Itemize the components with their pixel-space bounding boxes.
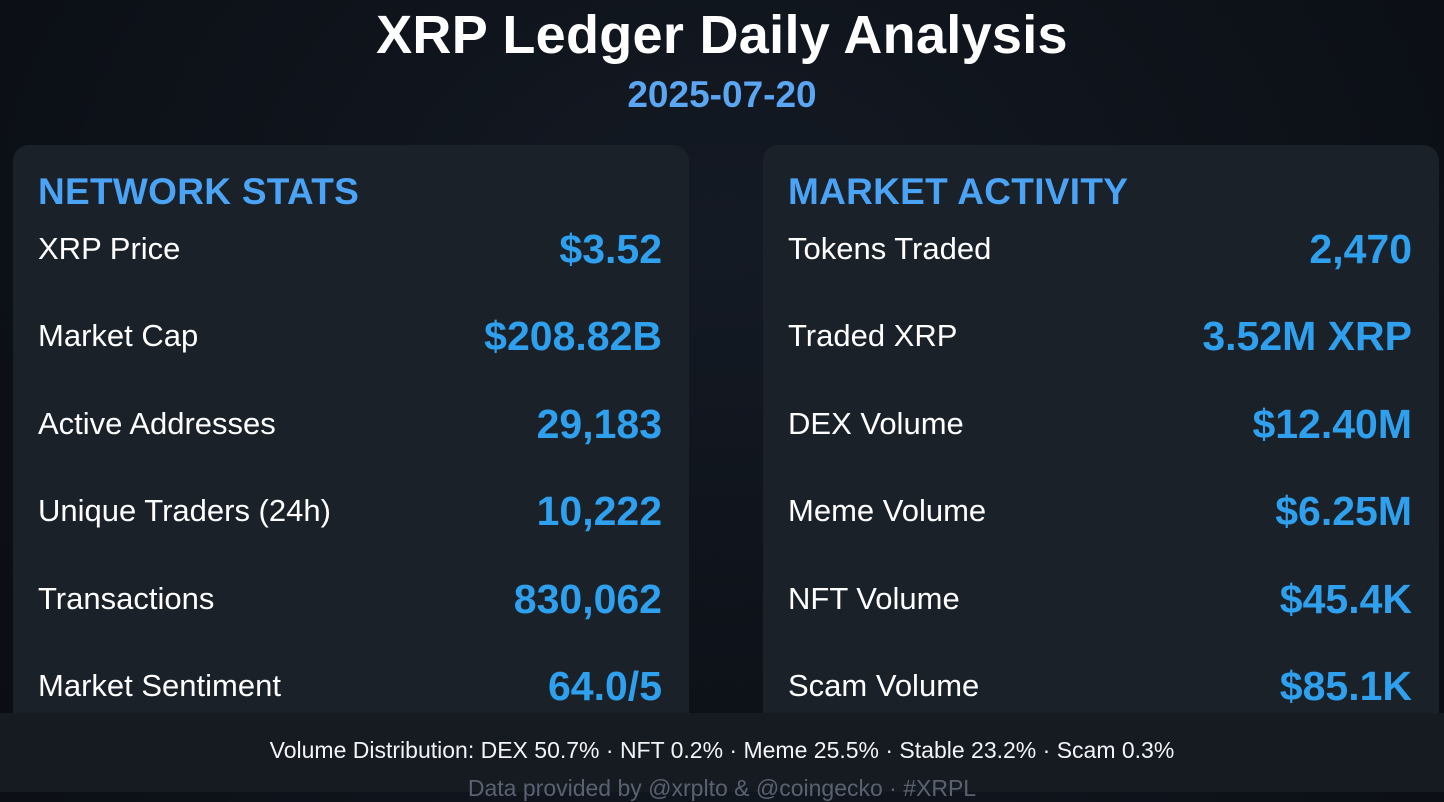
activity-row-meme-volume: Meme Volume $6.25M (788, 486, 1412, 536)
activity-label: Tokens Traded (788, 231, 992, 266)
stat-value: 29,183 (536, 400, 662, 447)
stat-row-market-sentiment: Market Sentiment 64.0/5 (38, 661, 662, 711)
activity-value: $6.25M (1275, 487, 1412, 534)
network-stats-card: NETWORK STATS XRP Price $3.52 Market Cap… (13, 145, 689, 743)
activity-row-traded-xrp: Traded XRP 3.52M XRP (788, 311, 1412, 361)
activity-row-dex-volume: DEX Volume $12.40M (788, 399, 1412, 449)
report-date: 2025-07-20 (627, 74, 817, 115)
stat-value: $208.82B (484, 312, 662, 359)
activity-value: 2,470 (1309, 225, 1412, 272)
stat-label: Transactions (38, 581, 215, 616)
stat-label: Active Addresses (38, 406, 276, 441)
volume-distribution: Volume Distribution: DEX 50.7% · NFT 0.2… (269, 737, 1175, 763)
stat-value: 64.0/5 (548, 662, 662, 709)
activity-value: $12.40M (1252, 400, 1412, 447)
activity-label: NFT Volume (788, 581, 960, 616)
market-activity-card: MARKET ACTIVITY Tokens Traded 2,470 Trad… (763, 145, 1439, 743)
activity-label: Meme Volume (788, 493, 987, 528)
stat-label: Unique Traders (24h) (38, 493, 331, 528)
activity-row-tokens-traded: Tokens Traded 2,470 (788, 224, 1412, 274)
activity-row-scam-volume: Scam Volume $85.1K (788, 661, 1412, 711)
activity-label: DEX Volume (788, 406, 964, 441)
stat-label: Market Cap (38, 318, 199, 353)
footer-bar: Volume Distribution: DEX 50.7% · NFT 0.2… (0, 713, 1444, 801)
market-activity-heading: MARKET ACTIVITY (788, 171, 1129, 212)
activity-label: Scam Volume (788, 668, 980, 703)
activity-label: Traded XRP (788, 318, 958, 353)
activity-value: 3.52M XRP (1202, 312, 1412, 359)
stat-row-market-cap: Market Cap $208.82B (38, 311, 662, 361)
stat-row-transactions: Transactions 830,062 (38, 574, 662, 624)
page-title: XRP Ledger Daily Analysis (376, 5, 1068, 65)
stat-row-active-addresses: Active Addresses 29,183 (38, 399, 662, 449)
stat-label: Market Sentiment (38, 668, 281, 703)
data-credit: Data provided by @xrplto & @coingecko · … (467, 775, 977, 801)
stat-row-unique-traders: Unique Traders (24h) 10,222 (38, 486, 662, 536)
network-stats-heading: NETWORK STATS (38, 171, 360, 212)
stat-value: $3.52 (559, 225, 662, 272)
stat-label: XRP Price (38, 231, 181, 266)
activity-row-nft-volume: NFT Volume $45.4K (788, 574, 1412, 624)
activity-value: $45.4K (1279, 575, 1412, 622)
stat-value: 830,062 (513, 575, 662, 622)
stat-row-xrp-price: XRP Price $3.52 (38, 224, 662, 274)
stat-value: 10,222 (536, 487, 662, 534)
activity-value: $85.1K (1279, 662, 1412, 709)
